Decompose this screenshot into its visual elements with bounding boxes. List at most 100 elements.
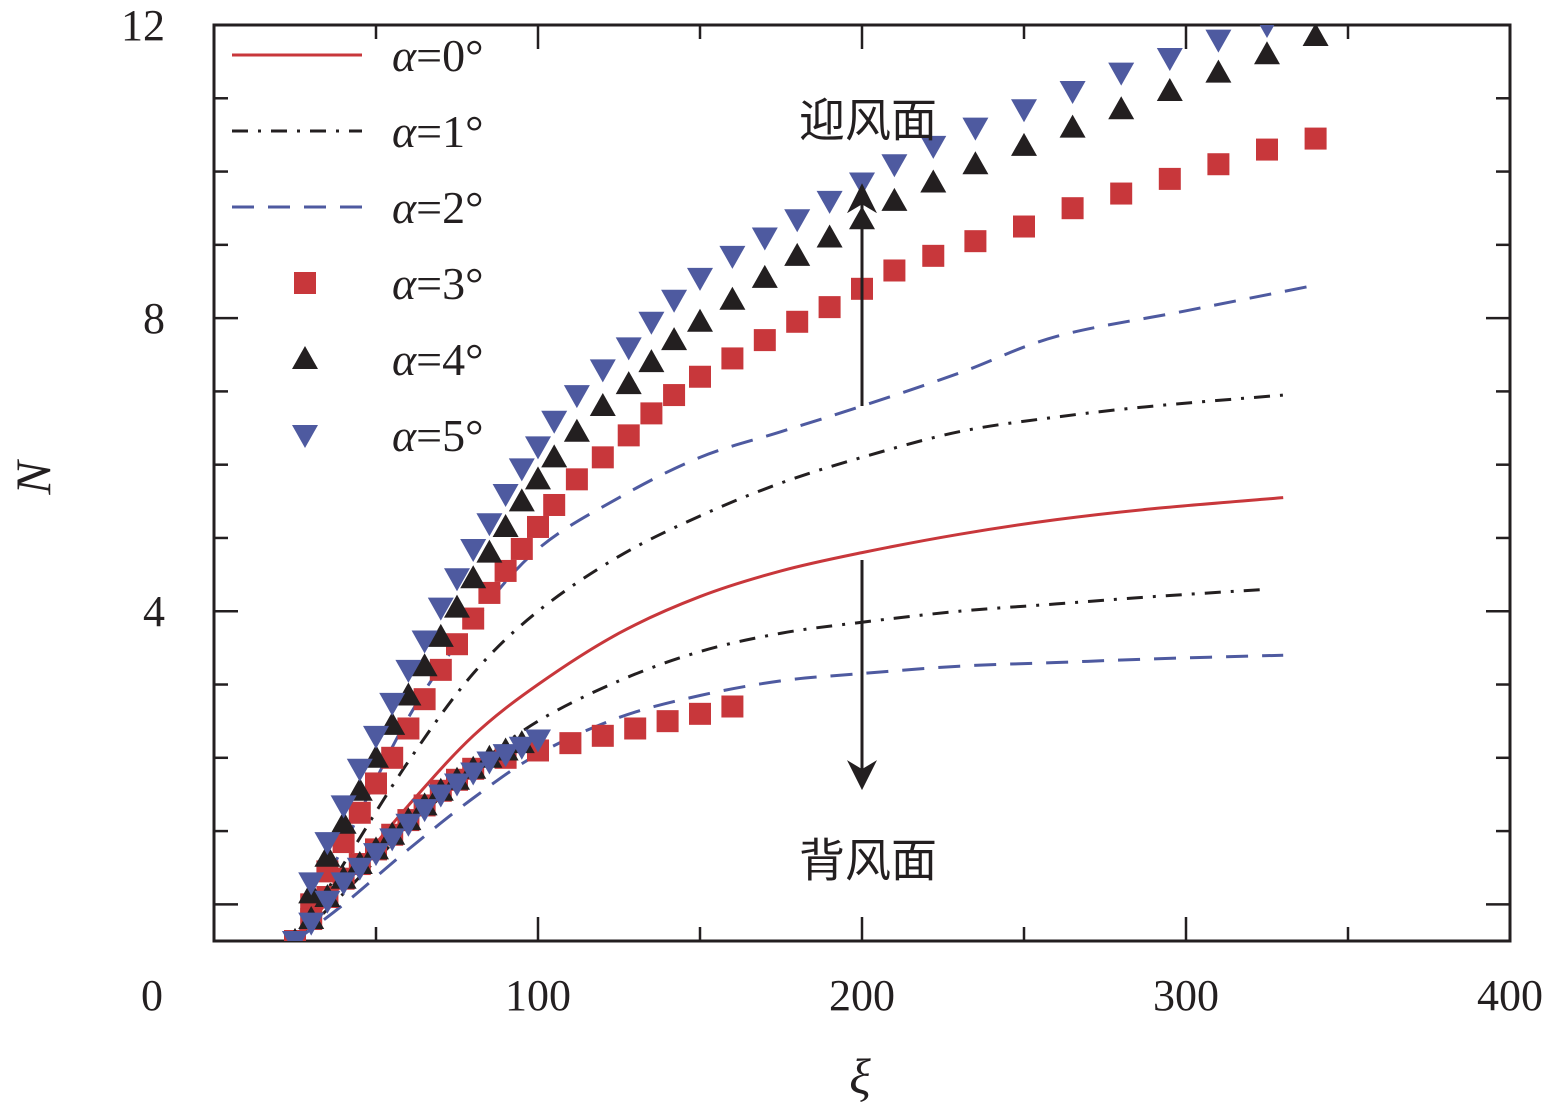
series-marker (298, 912, 325, 936)
series-marker (719, 286, 746, 310)
series-marker (881, 154, 908, 178)
legend-value: =0° (416, 30, 483, 81)
x-tick-label: 400 (1477, 971, 1543, 1020)
series-marker (687, 308, 713, 332)
series-marker (411, 653, 438, 677)
legend-alpha: α (392, 30, 417, 81)
series-marker (962, 151, 989, 175)
series-marker (543, 493, 566, 516)
legend-alpha: α (392, 334, 417, 385)
series-marker (640, 402, 663, 425)
legend-item: α=0° (232, 30, 484, 81)
series-marker (348, 801, 371, 824)
legend-item: α=1° (232, 106, 484, 157)
series-marker (687, 267, 713, 291)
legend-item: α=4° (292, 334, 484, 385)
series-marker (719, 245, 746, 269)
series-marker (1158, 167, 1181, 190)
series-marker (427, 784, 454, 808)
series-marker (1059, 114, 1086, 138)
series-marker (314, 832, 341, 856)
series-10 (282, 729, 551, 941)
series-marker (920, 169, 947, 193)
series-marker (346, 777, 373, 801)
series-marker (314, 890, 341, 914)
series-marker (525, 466, 551, 490)
series-marker (527, 515, 549, 538)
legend-alpha: α (392, 106, 417, 157)
legend-alpha: α (392, 258, 417, 309)
legend-label: α=1° (392, 106, 484, 157)
series-marker (1156, 47, 1183, 71)
series-marker (365, 772, 387, 795)
series-line (294, 653, 1284, 941)
series-marker (1259, 25, 1275, 38)
series-marker (1011, 99, 1037, 123)
series-marker (786, 310, 809, 333)
series-marker (638, 311, 665, 335)
annotation-label: 迎风面 (799, 95, 937, 146)
series-marker (1207, 153, 1230, 176)
series-marker (1108, 62, 1135, 86)
y-tick-label: 4 (143, 587, 165, 636)
series-marker (881, 187, 908, 211)
tick-labels: 0 100 200 300 400 4 8 12 (121, 1, 1543, 1020)
series-marker (1011, 132, 1037, 156)
series-marker (661, 289, 688, 313)
series-marker (346, 758, 373, 782)
series-marker (638, 349, 665, 373)
series-marker (1302, 25, 1329, 46)
series-marker (298, 872, 325, 896)
series-marker (462, 607, 485, 630)
x-axis-title: ξ (849, 1048, 871, 1104)
series-marker (363, 725, 389, 749)
series-marker (624, 717, 647, 740)
series-marker (663, 384, 686, 407)
legend-swatch (292, 425, 318, 448)
series-marker (883, 259, 906, 282)
x-tick-label: 100 (505, 971, 571, 1020)
series-line (293, 393, 1284, 941)
series-7 (287, 25, 1329, 941)
series-marker (563, 418, 590, 442)
series-marker (1205, 59, 1232, 83)
legend-label: α=3° (392, 258, 484, 309)
series-layer (282, 25, 1329, 941)
series-marker (508, 488, 535, 512)
series-marker (689, 365, 711, 388)
series-marker (559, 732, 582, 755)
series-marker (330, 872, 357, 896)
series-marker (330, 810, 357, 834)
series-marker (563, 385, 590, 409)
series-marker (816, 224, 843, 248)
series-marker (427, 597, 454, 621)
series-marker (1304, 127, 1327, 150)
series-marker (661, 327, 688, 351)
series-marker (476, 751, 503, 775)
legend: α=0°α=1°α=2°α=3°α=4°α=5° (232, 30, 484, 461)
series-marker (346, 857, 373, 881)
series-marker (314, 843, 341, 867)
series-marker (1205, 29, 1232, 53)
x-tick-label: 0 (141, 971, 163, 1020)
series-marker (446, 633, 468, 656)
series-marker (656, 710, 679, 733)
series-marker (1013, 215, 1035, 238)
series-marker (510, 537, 533, 560)
series-marker (541, 410, 568, 434)
y-tick-label: 8 (143, 294, 165, 343)
series-marker (460, 565, 487, 589)
series-marker (816, 190, 843, 214)
series-0 (293, 496, 1284, 941)
series-marker (591, 446, 614, 469)
series-marker (615, 337, 642, 361)
series-marker (494, 559, 517, 582)
series-marker (689, 702, 711, 725)
series-marker (444, 594, 470, 618)
series-line (293, 283, 1316, 941)
series-marker (617, 424, 640, 447)
series-line (293, 496, 1284, 941)
series-marker (525, 436, 551, 460)
legend-value: =2° (416, 182, 483, 233)
series-marker (784, 209, 811, 233)
